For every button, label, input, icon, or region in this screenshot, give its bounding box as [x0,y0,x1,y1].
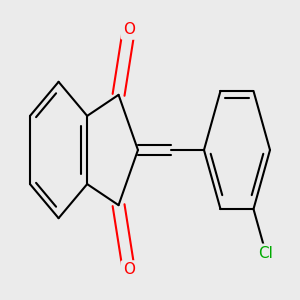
Text: O: O [123,262,135,278]
Text: O: O [123,22,135,38]
Text: Cl: Cl [258,246,273,261]
